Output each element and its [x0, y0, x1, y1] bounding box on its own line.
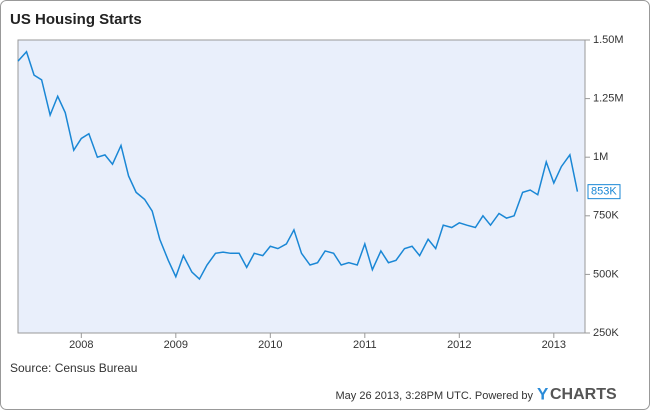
x-tick-label: 2009: [164, 339, 188, 351]
x-tick-label: 2008: [69, 339, 93, 351]
chart-title: US Housing Starts: [10, 11, 142, 28]
value-label-box: [587, 184, 621, 200]
y-tick-label: 1.50M: [593, 34, 624, 46]
x-tick-label: 2010: [258, 339, 282, 351]
y-tick-label: 500K: [593, 268, 619, 280]
x-tick-label: 2011: [353, 339, 377, 351]
brand-rest: CHARTS: [550, 386, 617, 403]
source: Source: Census Bureau: [10, 361, 137, 375]
x-tick-label: 2013: [542, 339, 566, 351]
x-tick-label: 2012: [447, 339, 471, 351]
plot-area: [17, 39, 586, 334]
line: [17, 50, 579, 281]
timestamp: May 26 2013, 3:28PM UTC. Powered by: [336, 390, 534, 402]
y-tick-label: 250K: [593, 327, 619, 339]
y-tick-label: 1.25M: [593, 93, 624, 105]
y-tick-label: 750K: [593, 210, 619, 222]
brand-y: Y: [537, 384, 549, 403]
y-tick-label: 1M: [593, 151, 608, 163]
value-label: 853K: [591, 186, 617, 198]
